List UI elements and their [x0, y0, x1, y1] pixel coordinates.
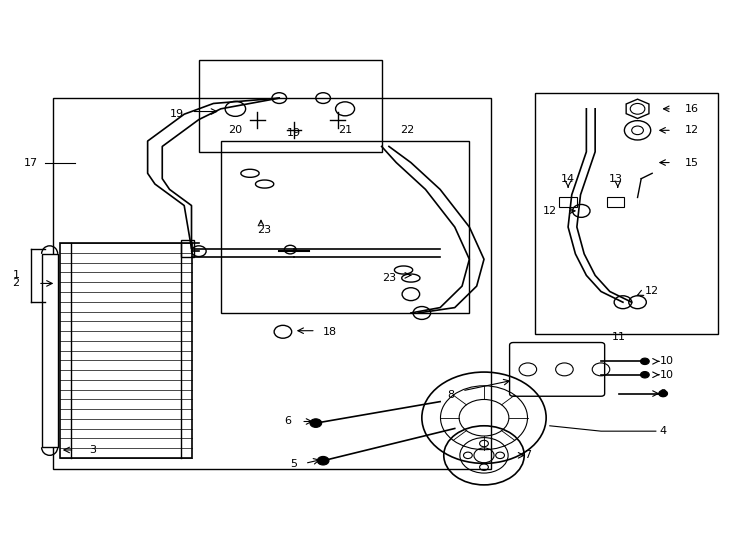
- Circle shape: [658, 390, 667, 397]
- Circle shape: [317, 456, 329, 465]
- Circle shape: [641, 372, 650, 378]
- Text: 11: 11: [612, 332, 626, 342]
- Text: 16: 16: [685, 104, 699, 114]
- Text: 21: 21: [338, 125, 352, 136]
- Bar: [53, 98, 491, 469]
- Text: 12: 12: [543, 206, 557, 216]
- Text: 10: 10: [659, 356, 674, 366]
- Text: 1: 1: [12, 271, 20, 280]
- Text: 12: 12: [685, 125, 700, 136]
- Text: 6: 6: [285, 416, 291, 427]
- Text: 22: 22: [400, 125, 414, 136]
- Text: 7: 7: [524, 450, 531, 460]
- Text: 23: 23: [382, 273, 396, 283]
- Text: 23: 23: [258, 225, 272, 235]
- Bar: [199, 60, 382, 152]
- Text: 9: 9: [659, 389, 666, 399]
- Text: 20: 20: [228, 125, 242, 136]
- Text: 4: 4: [659, 426, 666, 436]
- Text: 19: 19: [170, 109, 184, 119]
- Text: 19: 19: [287, 128, 301, 138]
- Bar: [181, 240, 194, 256]
- Bar: [607, 198, 625, 207]
- Bar: [42, 254, 58, 447]
- Bar: [221, 141, 469, 313]
- Circle shape: [641, 358, 650, 365]
- Text: 8: 8: [448, 390, 454, 400]
- Text: 13: 13: [608, 174, 622, 184]
- Bar: [559, 198, 577, 207]
- Text: 14: 14: [561, 174, 575, 184]
- Bar: [60, 243, 192, 458]
- Text: 15: 15: [685, 158, 699, 167]
- Text: 2: 2: [12, 279, 20, 288]
- Text: 17: 17: [23, 158, 37, 167]
- Text: 3: 3: [89, 445, 96, 455]
- Text: 12: 12: [645, 287, 659, 296]
- Text: 10: 10: [659, 370, 674, 380]
- Circle shape: [310, 419, 321, 427]
- Bar: [535, 93, 718, 334]
- Text: 18: 18: [323, 327, 337, 337]
- Text: 5: 5: [291, 460, 297, 469]
